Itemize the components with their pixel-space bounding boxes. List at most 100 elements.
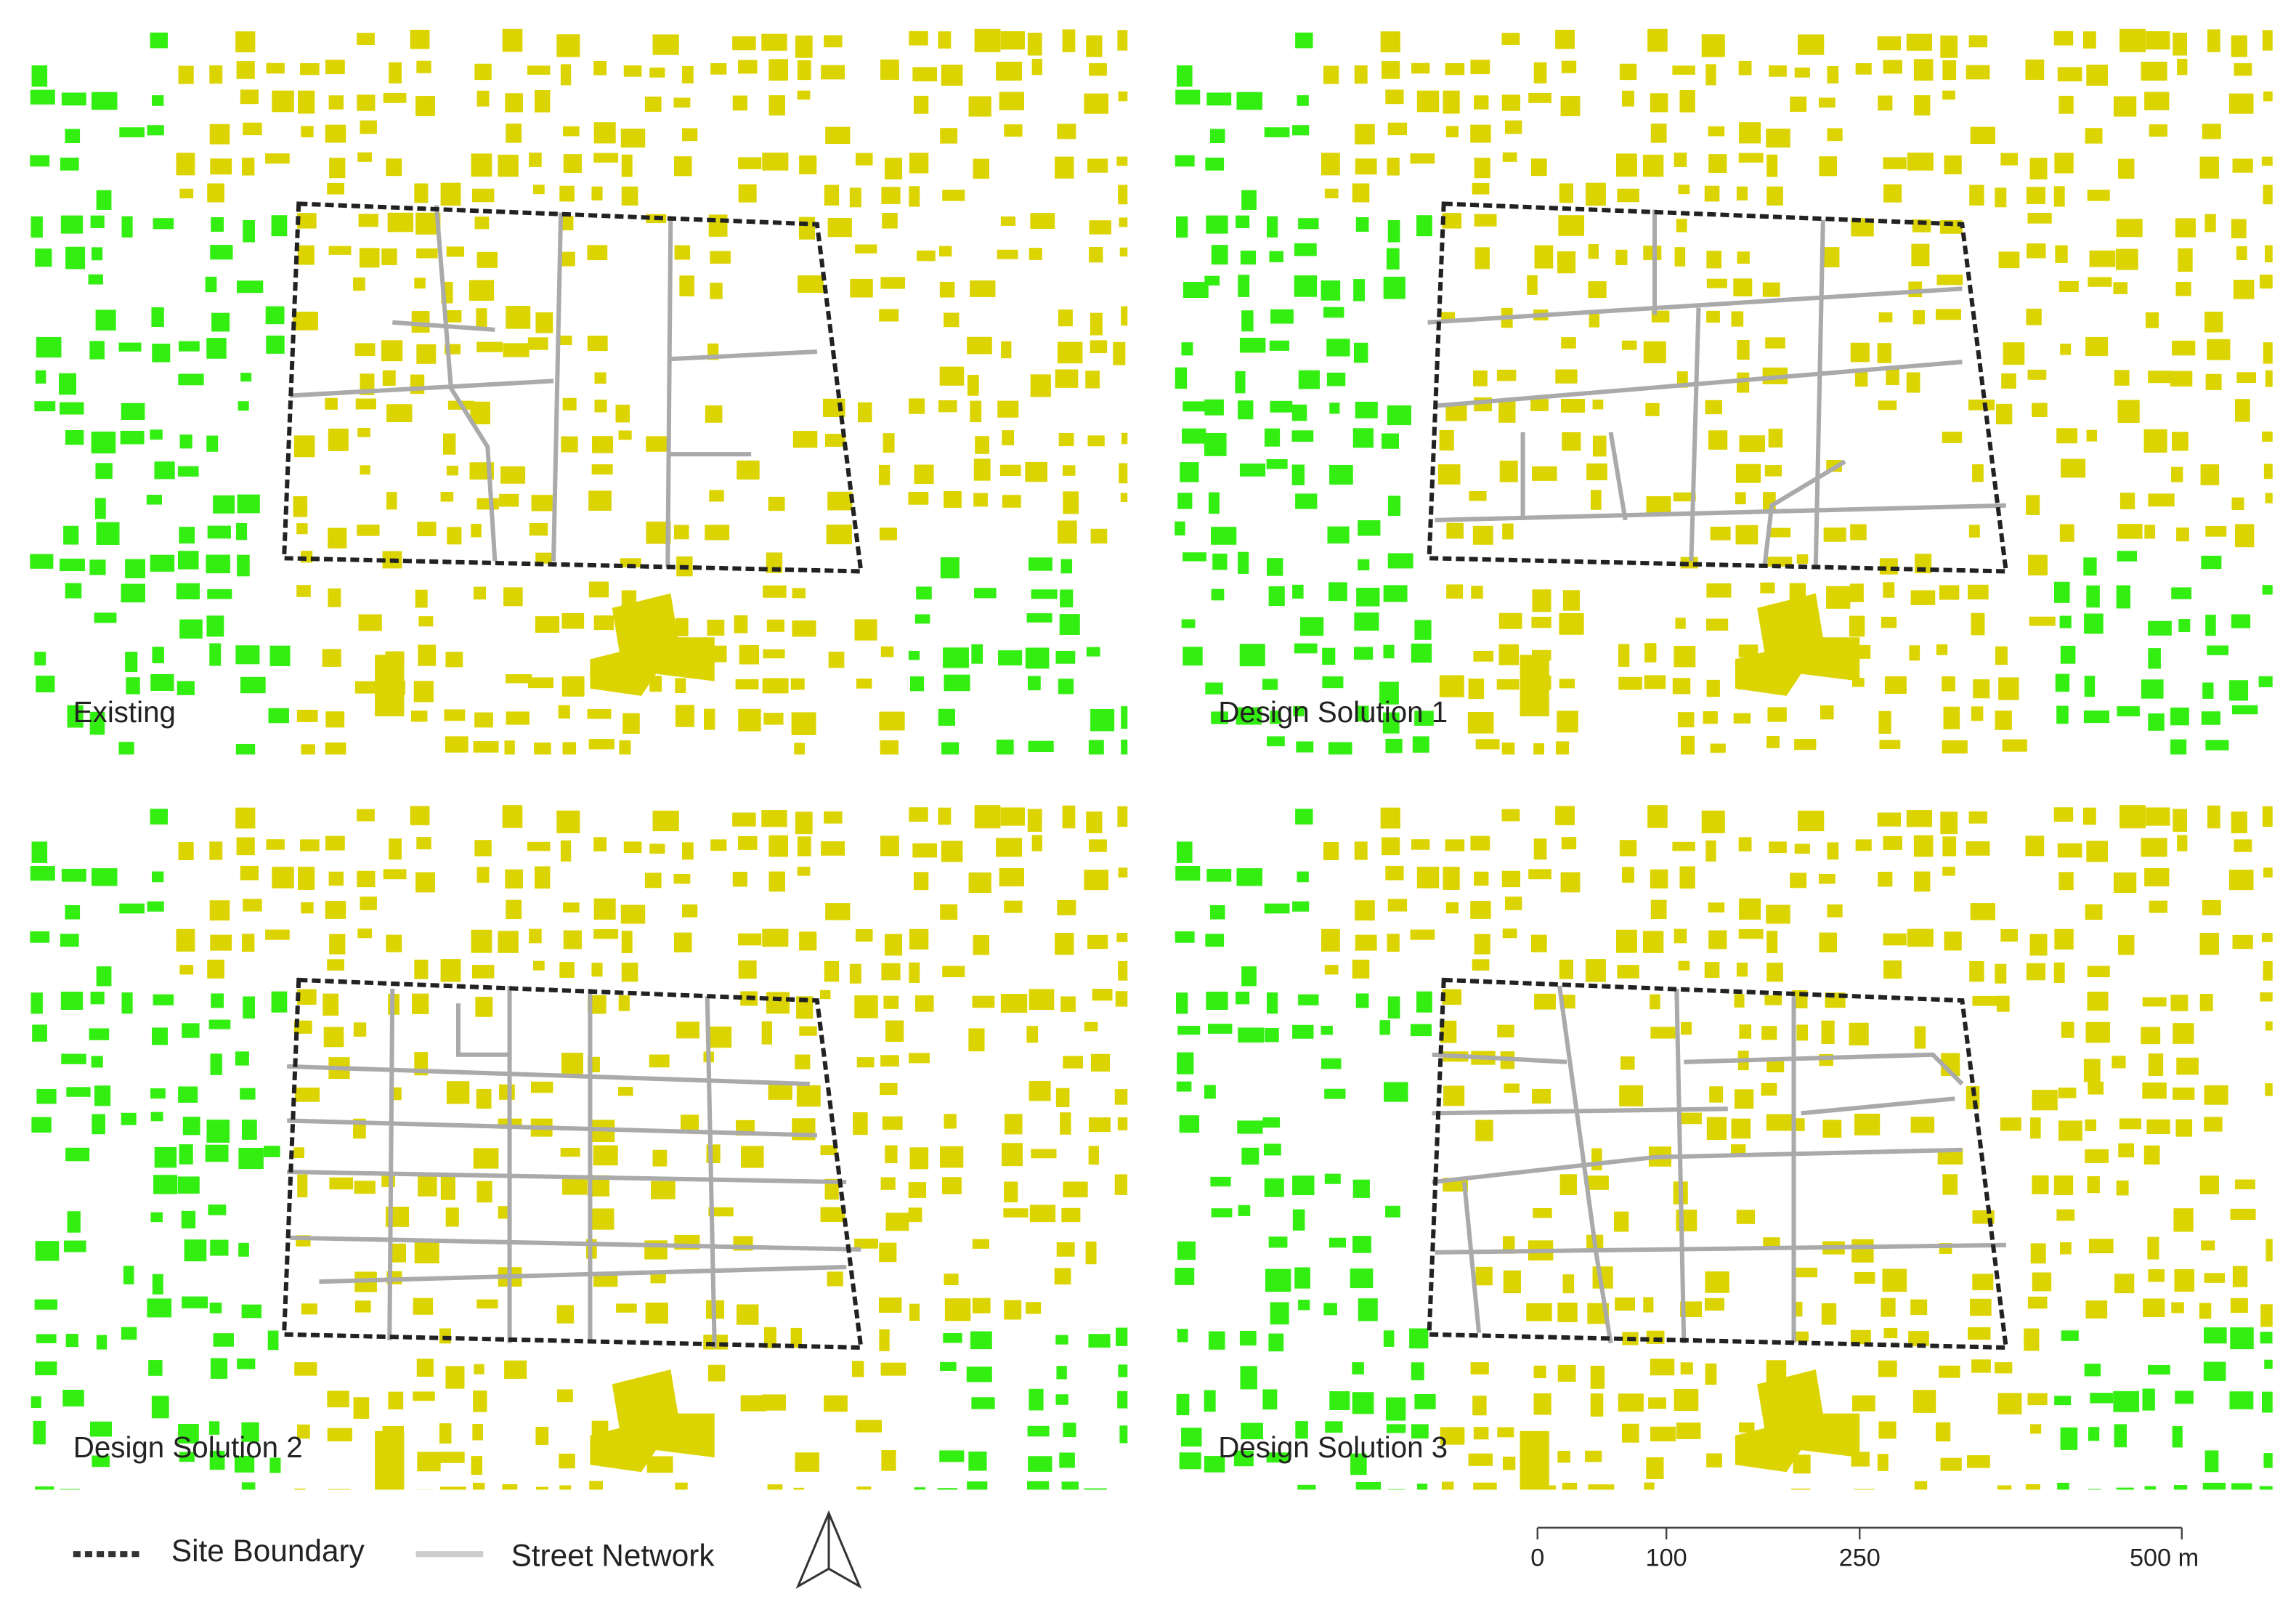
building (1354, 612, 1379, 631)
building (879, 711, 905, 731)
building (2203, 1361, 2226, 1381)
building (1116, 933, 1128, 942)
building (855, 153, 873, 166)
building (2143, 1298, 2165, 1317)
building (1058, 679, 1074, 695)
building (1204, 275, 1220, 286)
building (1062, 29, 1076, 52)
building (1559, 612, 1584, 635)
building (1533, 838, 1547, 860)
building (32, 1024, 47, 1042)
building (1004, 1114, 1023, 1135)
building (36, 676, 55, 692)
building (732, 812, 756, 827)
building (90, 992, 105, 1005)
building (1084, 1488, 1107, 1490)
building (1177, 841, 1193, 863)
building (1906, 810, 1933, 827)
building (2262, 30, 2273, 51)
building (235, 743, 256, 755)
building (792, 588, 806, 599)
building (1797, 810, 1825, 832)
building (2032, 402, 2048, 417)
building (1766, 154, 1778, 177)
building (1028, 1456, 1052, 1472)
building (2088, 277, 2112, 287)
building (506, 711, 530, 725)
building (882, 1116, 903, 1130)
building (152, 1027, 169, 1045)
building (505, 869, 523, 888)
building (1618, 1393, 1644, 1412)
building (973, 935, 989, 955)
building (1119, 1425, 1128, 1444)
building (1385, 738, 1403, 753)
scale-label: 0 (1530, 1544, 1544, 1571)
building (559, 962, 575, 978)
building (357, 427, 370, 437)
building (738, 835, 758, 850)
building (1352, 1179, 1370, 1198)
building (2085, 1300, 2108, 1319)
building (885, 1145, 898, 1164)
building (2149, 124, 2167, 137)
building (590, 1369, 715, 1473)
building (1004, 1181, 1018, 1202)
building (1206, 868, 1232, 882)
building (2054, 928, 2074, 950)
building (1736, 963, 1748, 977)
building (1383, 1330, 1395, 1347)
building (1561, 337, 1576, 349)
building (2207, 29, 2220, 52)
building (1183, 552, 1206, 562)
building (1733, 713, 1751, 724)
building (1501, 870, 1520, 888)
building (824, 960, 840, 982)
building (1058, 309, 1073, 327)
building (1445, 126, 1459, 137)
building (413, 1298, 434, 1315)
building (1819, 932, 1838, 952)
building (1642, 931, 1664, 953)
building (1765, 337, 1785, 349)
building (2146, 807, 2170, 826)
building (1030, 374, 1051, 397)
building (649, 1054, 670, 1068)
building (2001, 373, 2016, 389)
building (1820, 705, 1834, 720)
building (2173, 1485, 2188, 1490)
building (506, 899, 522, 920)
building (1642, 154, 1664, 177)
building (472, 1482, 485, 1490)
building (885, 1020, 904, 1042)
building (1854, 1271, 1875, 1284)
building (1177, 1241, 1196, 1260)
building (941, 742, 960, 755)
building (2055, 673, 2070, 692)
building (1089, 839, 1107, 852)
building (913, 872, 929, 891)
building (1380, 31, 1400, 53)
building (1439, 675, 1464, 697)
building (1440, 1427, 1465, 1445)
building (1175, 1268, 1195, 1285)
building (2087, 1176, 2100, 1194)
building (2175, 218, 2196, 238)
building (592, 436, 614, 453)
building (1292, 1209, 1305, 1231)
building (790, 1327, 802, 1348)
building (150, 1212, 163, 1223)
site-boundary (281, 201, 864, 574)
building (2117, 524, 2143, 539)
building (593, 1273, 618, 1287)
building (2084, 1364, 2101, 1377)
building (1733, 278, 1753, 296)
building (1562, 1274, 1575, 1294)
building (1266, 736, 1285, 747)
building (821, 841, 845, 856)
building (1650, 994, 1660, 1010)
building (152, 871, 164, 883)
building (2259, 1486, 2273, 1490)
building (593, 615, 614, 631)
building (855, 244, 877, 254)
